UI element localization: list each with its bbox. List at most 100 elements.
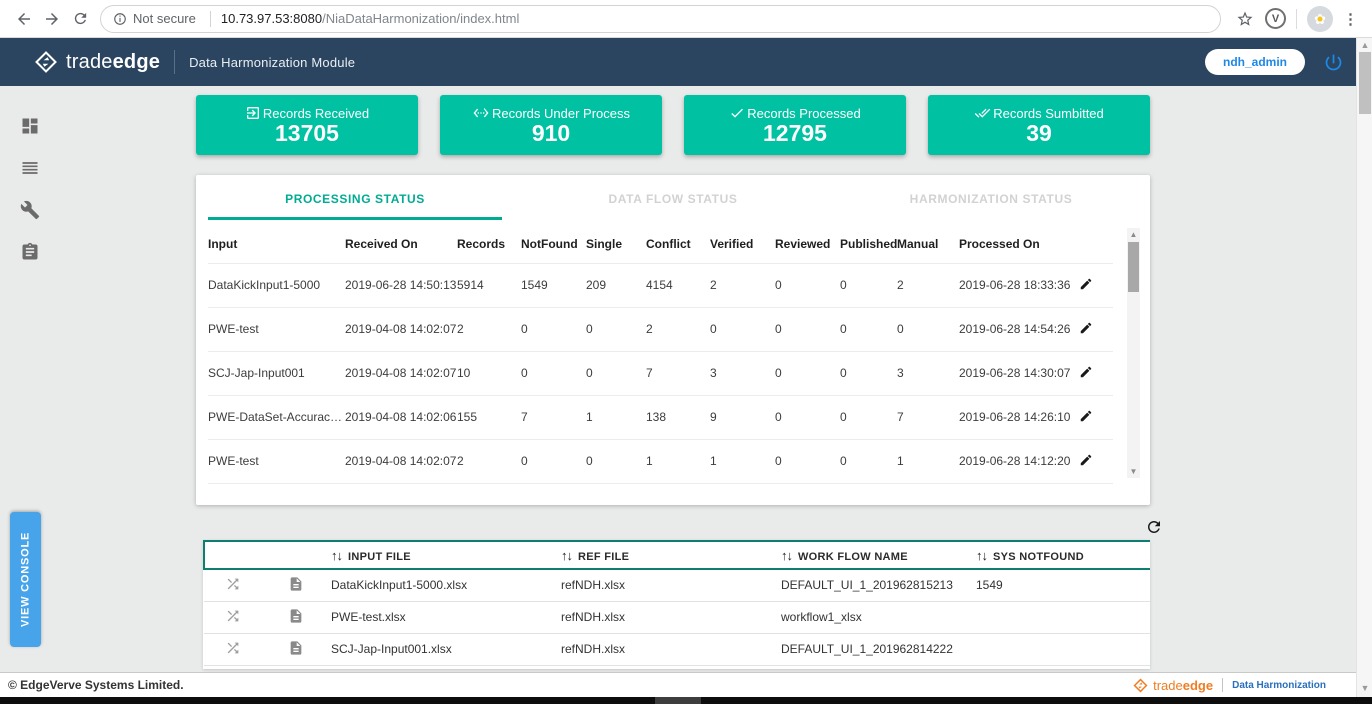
address-bar[interactable]: Not secure 10.73.97.53:8080/NiaDataHarmo… [100, 4, 1221, 33]
ref-file-cell: refNDH.xlsx [561, 601, 781, 634]
sort-arrows-icon[interactable]: ↑↓ [976, 547, 988, 563]
browser-forward-button[interactable] [38, 5, 66, 33]
settings-ethernet-icon [473, 108, 489, 118]
cell: 3 [710, 351, 775, 396]
shuffle-icon[interactable] [225, 608, 241, 624]
sort-arrows-icon[interactable]: ↑↓ [561, 547, 573, 563]
table-row: SCJ-Jap-Input001.xlsx refNDH.xlsx DEFAULT_… [204, 633, 1150, 666]
ptable-column-header: Single [586, 225, 646, 264]
cell: 1 [710, 439, 775, 484]
table-row: PWE-test.xlsx refNDH.xlsx workflow1_xlsx [204, 601, 1150, 634]
refresh-icon [1148, 521, 1160, 533]
ptable-column-header: Input [208, 225, 345, 264]
back-arrow-icon [18, 12, 30, 25]
sidebar-item-tasks[interactable] [20, 242, 40, 262]
browser-back-button[interactable] [10, 5, 38, 33]
stat-card-records-submitted: Records Sumbitted 39 [928, 95, 1150, 155]
cell: 2019-06-28 14:30:07 [959, 351, 1079, 396]
cell: 209 [586, 263, 646, 308]
sys-notfound-cell: 1549 [976, 569, 1150, 602]
sidebar-item-dashboard[interactable] [20, 116, 40, 136]
page-info-icon[interactable] [113, 12, 127, 26]
shuffle-icon[interactable] [225, 640, 241, 656]
toolbar-divider [1296, 8, 1297, 29]
page-scroll-down-icon[interactable]: ▼ [1360, 683, 1370, 693]
cell: 0 [840, 351, 897, 396]
browser-refresh-button[interactable] [66, 5, 94, 33]
cell: 0 [521, 439, 586, 484]
edit-icon[interactable] [1079, 277, 1093, 291]
logout-power-button[interactable] [1323, 52, 1344, 73]
sort-arrows-icon[interactable]: ↑↓ [331, 547, 343, 563]
copyright-text: © EdgeVerve Systems Limited. [8, 678, 184, 692]
stat-card-records-processed: Records Processed 12795 [684, 95, 906, 155]
page-scrollbar[interactable]: ▲ ▼ [1356, 38, 1372, 697]
app-header: tradeedge Data Harmonization Module ndh_… [0, 38, 1372, 86]
profile-avatar[interactable]: ✿ [1307, 5, 1333, 32]
cell: 1549 [521, 263, 586, 308]
scrollbar-thumb[interactable] [1128, 242, 1139, 292]
tab-processing-status[interactable]: PROCESSING STATUS [196, 175, 514, 222]
sidebar-item-tools[interactable] [20, 200, 40, 220]
view-console-button[interactable]: VIEW CONSOLE [10, 512, 41, 647]
ftable-column-header[interactable]: ↑↓ WORK FLOW NAME [781, 540, 976, 570]
workflow-cell: workflow1_xlsx [781, 601, 976, 634]
sidebar-item-list[interactable] [20, 158, 40, 178]
refresh-files-button[interactable] [1145, 518, 1163, 536]
sort-arrows-icon[interactable]: ↑↓ [781, 547, 793, 563]
header-divider [174, 50, 176, 74]
cell: PWE-test [208, 307, 345, 352]
shuffle-icon[interactable] [225, 576, 241, 592]
sidebar [0, 86, 60, 672]
table-scrollbar[interactable]: ▲ ▼ [1127, 228, 1140, 478]
cell: 1 [897, 439, 959, 484]
ftable-column-header[interactable]: ↑↓ INPUT FILE [331, 540, 561, 570]
edit-icon[interactable] [1079, 321, 1093, 335]
input-file-cell: PWE-test.xlsx [331, 601, 561, 634]
card-value: 910 [531, 120, 571, 147]
ptable-column-header: NotFound [521, 225, 586, 264]
ftable-column-header[interactable]: ↑↓ SYS NOTFOUND [976, 540, 1150, 570]
cell: 0 [586, 307, 646, 352]
browser-menu-button[interactable]: ⋮ [1343, 10, 1358, 28]
wrench-icon [20, 200, 40, 220]
cell: 7 [897, 395, 959, 440]
cell: 2 [457, 307, 521, 352]
card-label: Records Sumbitted [993, 105, 1104, 121]
footer-module-label: Data Harmonization [1232, 679, 1326, 691]
stat-card-records-under-process: Records Under Process 910 [440, 95, 662, 155]
edit-icon[interactable] [1079, 409, 1093, 423]
tab-harmonization-status[interactable]: HARMONIZATION STATUS [909, 191, 1073, 206]
footer-divider [1222, 678, 1224, 692]
ptable-column-header: Manual [897, 225, 959, 264]
scroll-up-icon[interactable]: ▲ [1129, 230, 1138, 239]
user-button[interactable]: ndh_admin [1204, 49, 1305, 75]
page-scroll-up-icon[interactable]: ▲ [1360, 40, 1370, 50]
cell: 1 [586, 395, 646, 440]
edit-icon[interactable] [1079, 365, 1093, 379]
file-icon[interactable] [288, 576, 304, 592]
stat-card-records-received: Records Received 13705 [196, 95, 418, 155]
cell: SCJ-Jap-Input001 [208, 351, 345, 396]
cell: 2 [457, 439, 521, 484]
edit-icon[interactable] [1079, 453, 1093, 467]
cell: 2 [897, 263, 959, 308]
ptable-column-header: Reviewed [775, 225, 840, 264]
files-panel: ↑↓ INPUT FILE ↑↓ REF FILE ↑↓ WORK FLOW NAME ↑↓… [203, 540, 1150, 669]
scroll-down-icon[interactable]: ▼ [1129, 467, 1138, 476]
ptable-column-header: Received On [345, 225, 457, 264]
check-icon [731, 109, 744, 119]
cell: 0 [521, 307, 586, 352]
tab-data-flow-status[interactable]: DATA FLOW STATUS [608, 191, 738, 206]
file-icon[interactable] [288, 640, 304, 656]
file-icon[interactable] [288, 608, 304, 624]
bookmark-star-button[interactable] [1231, 5, 1259, 33]
table-row: DataKickInput1-5000.xlsx refNDH.xlsx DEFAU… [204, 569, 1150, 602]
ftable-column-header[interactable]: ↑↓ REF FILE [561, 540, 781, 570]
cell: PWE-DataSet-Accuracyl... [208, 395, 345, 440]
extension-v-icon[interactable]: V [1265, 8, 1286, 29]
page-url[interactable]: 10.73.97.53:8080/NiaDataHarmonization/in… [220, 11, 520, 26]
page-scrollbar-thumb[interactable] [1359, 52, 1371, 114]
cell: 0 [775, 263, 840, 308]
cell: 2019-04-08 14:02:06 [345, 395, 457, 440]
